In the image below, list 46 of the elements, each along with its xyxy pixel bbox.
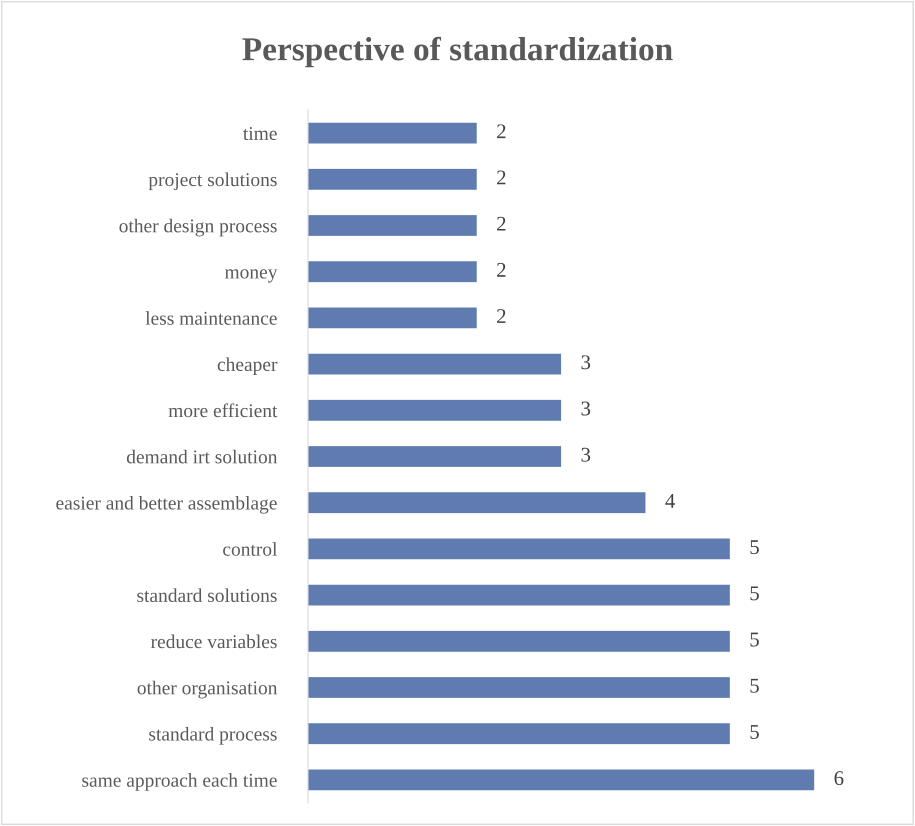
y-tick-label: other design process — [119, 218, 277, 236]
bar — [308, 354, 562, 374]
data-label: 4 — [665, 494, 675, 508]
bar — [308, 677, 730, 698]
bar — [308, 584, 730, 606]
y-tick-label: easier and better assemblage — [56, 496, 277, 514]
y-tick-label: cheaper — [218, 357, 278, 375]
bar — [308, 400, 562, 421]
y-tick-label: time — [243, 126, 277, 140]
data-label: 5 — [750, 725, 759, 739]
y-tick-label: reduce variables — [150, 634, 277, 648]
bar — [308, 215, 477, 236]
bar — [308, 770, 814, 790]
bar — [308, 630, 730, 652]
y-tick-label: standard solutions — [137, 588, 277, 602]
bar — [308, 168, 477, 190]
bar — [308, 446, 562, 467]
data-label: 2 — [497, 262, 506, 277]
data-label: 3 — [582, 448, 590, 462]
y-tick-label: standard process — [149, 726, 277, 745]
data-label: 2 — [497, 216, 506, 231]
data-label: 2 — [497, 170, 506, 184]
chart-title: Perspective of standardization — [242, 36, 673, 68]
data-label: 6 — [834, 771, 844, 786]
bar — [308, 538, 730, 560]
y-tick-label: same approach each time — [82, 773, 277, 791]
data-label: 2 — [497, 309, 506, 323]
bar — [308, 122, 477, 144]
data-label: 3 — [582, 402, 590, 416]
y-tick-label: less maintenance — [146, 311, 277, 325]
data-label: 5 — [750, 540, 759, 554]
data-label: 3 — [582, 355, 590, 370]
data-label: 5 — [750, 586, 759, 600]
bar — [308, 723, 730, 744]
bar — [308, 492, 646, 514]
y-tick-label: control — [223, 542, 278, 556]
y-tick-label: project solutions — [148, 172, 277, 190]
y-tick-label: more efficient — [168, 403, 278, 418]
data-label: 2 — [497, 124, 506, 138]
bar — [308, 308, 477, 328]
y-tick-label: other organisation — [138, 680, 278, 698]
data-label: 5 — [750, 632, 759, 647]
y-tick-label: demand irt solution — [126, 450, 278, 464]
bar — [308, 261, 477, 282]
data-label: 5 — [750, 678, 759, 693]
y-tick-label: money — [224, 269, 278, 283]
